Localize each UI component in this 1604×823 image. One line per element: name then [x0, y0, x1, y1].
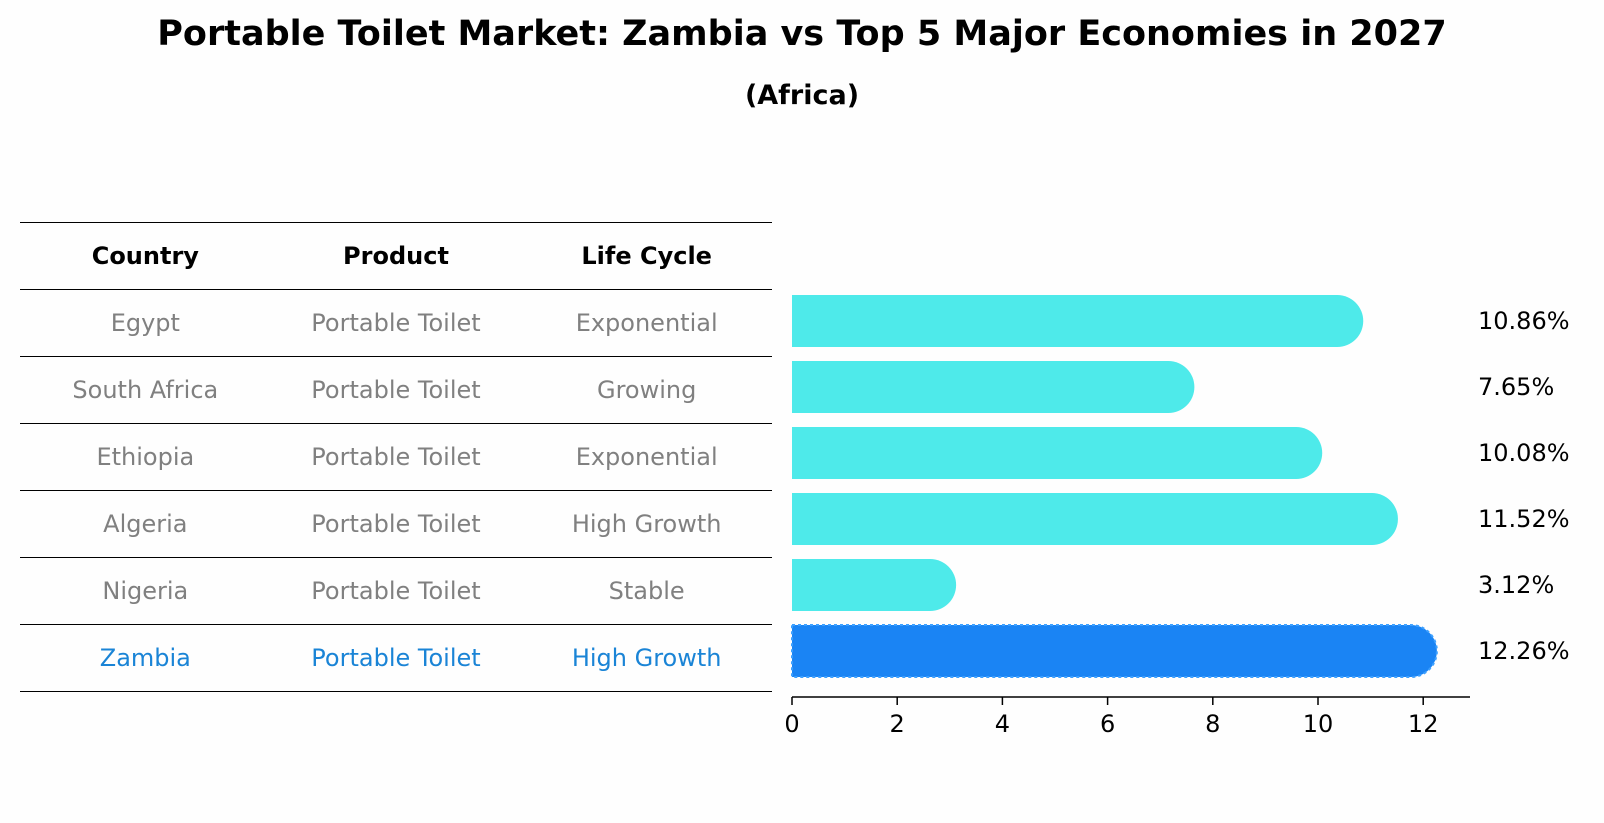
cell-country: Algeria: [20, 490, 271, 558]
table-row: Egypt Portable Toilet Exponential: [20, 289, 772, 357]
value-label: 10.86%: [1478, 307, 1570, 335]
x-tick-label: 6: [1100, 710, 1115, 738]
header-country: Country: [20, 222, 271, 290]
value-label: 7.65%: [1478, 373, 1554, 401]
cell-life-cycle: Exponential: [521, 423, 772, 491]
table-row: Algeria Portable Toilet High Growth: [20, 490, 772, 558]
table-header-row: Country Product Life Cycle: [20, 222, 772, 290]
value-label: 10.08%: [1478, 439, 1570, 467]
chart-title: Portable Toilet Market: Zambia vs Top 5 …: [157, 14, 1447, 54]
x-tick-label: 12: [1408, 710, 1439, 738]
cell-life-cycle: Growing: [521, 356, 772, 424]
cell-country: Nigeria: [20, 557, 271, 625]
chart-subtitle: (Africa): [744, 80, 860, 111]
bar-south-africa: [792, 361, 1195, 413]
table-row-highlight: Zambia Portable Toilet High Growth: [20, 624, 772, 692]
cell-country: South Africa: [20, 356, 271, 424]
x-tick-label: 4: [995, 710, 1010, 738]
table-row: Ethiopia Portable Toilet Exponential: [20, 423, 772, 491]
cell-product: Portable Toilet: [270, 557, 522, 625]
value-label: 11.52%: [1478, 505, 1570, 533]
bar-ethiopia: [792, 427, 1323, 479]
cell-life-cycle: Stable: [521, 557, 772, 625]
cell-country: Egypt: [20, 289, 271, 357]
x-tick-label: 2: [890, 710, 905, 738]
cell-product: Portable Toilet: [270, 356, 522, 424]
cell-product: Portable Toilet: [270, 490, 522, 558]
bar-algeria: [792, 493, 1398, 545]
cell-product: Portable Toilet: [270, 289, 522, 357]
header-product: Product: [270, 222, 522, 290]
value-label: 12.26%: [1478, 637, 1570, 665]
x-tick-label: 0: [784, 710, 799, 738]
x-tick-label: 8: [1205, 710, 1220, 738]
market-table: Country Product Life Cycle Egypt Portabl…: [20, 222, 772, 692]
cell-country: Zambia: [20, 624, 271, 692]
table-row: South Africa Portable Toilet Growing: [20, 356, 772, 424]
cell-life-cycle: High Growth: [521, 490, 772, 558]
bar-zambia: [791, 624, 1438, 678]
cell-life-cycle: High Growth: [521, 624, 772, 692]
bar-egypt: [792, 295, 1364, 347]
bar-nigeria: [792, 559, 957, 611]
value-label: 3.12%: [1478, 571, 1554, 599]
header-life-cycle: Life Cycle: [521, 222, 772, 290]
cell-life-cycle: Exponential: [521, 289, 772, 357]
cell-product: Portable Toilet: [270, 423, 522, 491]
cell-country: Ethiopia: [20, 423, 271, 491]
x-tick-label: 10: [1303, 710, 1334, 738]
cell-product: Portable Toilet: [270, 624, 522, 692]
table-row: Nigeria Portable Toilet Stable: [20, 557, 772, 625]
